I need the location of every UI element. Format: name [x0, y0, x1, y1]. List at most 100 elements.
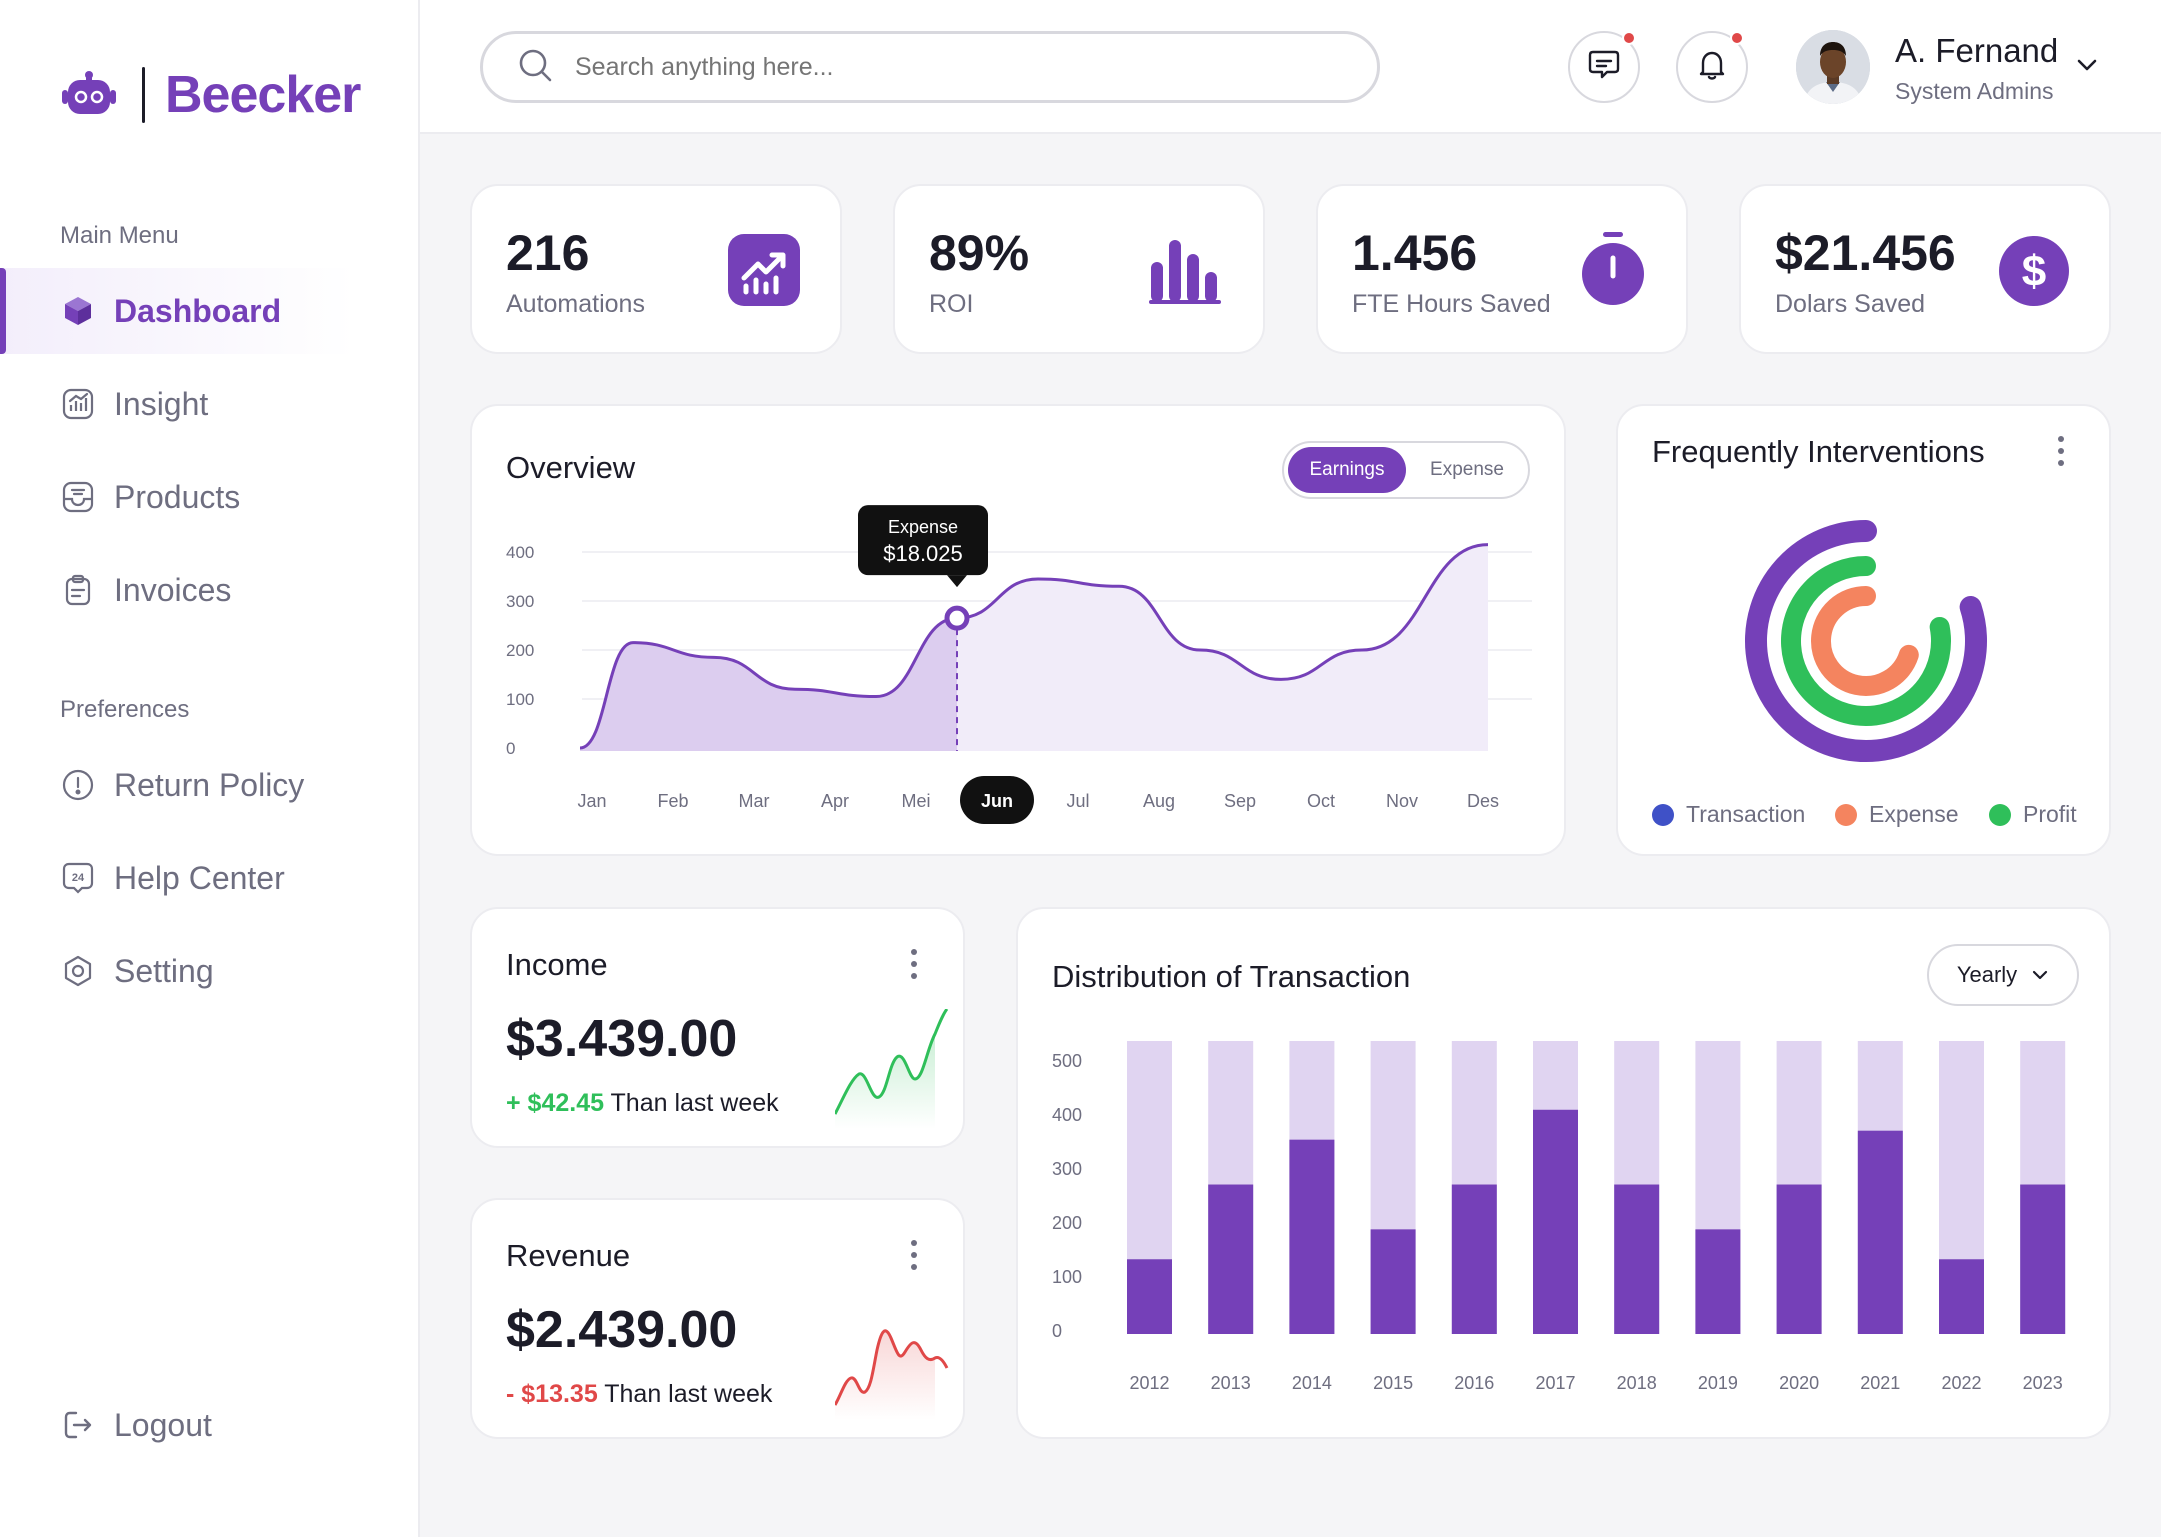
y-tick-label: 400 — [506, 543, 534, 562]
distribution-chart: 0 100 200 300 400 500 2012 2013 2014 2015 2016 2017… — [1052, 1041, 2066, 1393]
income-delta: + $42.45 Than last week — [506, 1089, 779, 1118]
y-tick-label: 0 — [1052, 1321, 1062, 1341]
bar — [1370, 1229, 1416, 1334]
y-tick-label: 200 — [1052, 1213, 1082, 1233]
stat-value: 1.456 — [1352, 225, 1478, 281]
x-tick-label: 2015 — [1373, 1373, 1413, 1393]
ring-profit — [1781, 556, 1951, 726]
bar — [1127, 1259, 1172, 1334]
clipboard-icon — [60, 572, 96, 608]
stat-card-automations[interactable]: 216 Automations — [470, 184, 842, 354]
legend-transaction: Transaction — [1652, 801, 1805, 828]
sidebar-item-setting[interactable]: Setting — [0, 928, 418, 1014]
highlight-point — [944, 605, 970, 631]
x-tick-label: Mei — [901, 791, 930, 811]
search-icon — [517, 47, 553, 88]
stat-value: $21.456 — [1775, 225, 1956, 281]
stat-card-dollars-saved[interactable]: $21.456 Dolars Saved $ — [1739, 184, 2111, 354]
gear-icon — [60, 953, 96, 989]
legend-expense: Expense — [1835, 801, 1959, 828]
x-tick-label: 2018 — [1617, 1373, 1657, 1393]
toggle-expense[interactable]: Expense — [1430, 459, 1504, 480]
top-bar: A. Fernand System Admins — [420, 0, 2161, 134]
bar — [1695, 1229, 1741, 1334]
x-tick-label: Jul — [1066, 791, 1089, 811]
logout-button[interactable]: Logout — [0, 1382, 418, 1468]
avatar[interactable] — [1796, 30, 1870, 104]
y-tick-label: 300 — [506, 592, 534, 611]
chevron-down-icon[interactable] — [2074, 52, 2100, 83]
income-delta-text: Than last week — [610, 1089, 779, 1117]
income-delta-value: + $42.45 — [506, 1089, 605, 1117]
x-tick-label: 2019 — [1698, 1373, 1738, 1393]
chevron-down-icon — [2031, 966, 2049, 984]
sidebar-item-label: Help Center — [114, 859, 285, 896]
period-select[interactable]: Yearly — [1927, 944, 2079, 1006]
income-card: Income $3.439.00 + $42.45 Than last week — [470, 907, 965, 1148]
search-input[interactable] — [575, 52, 1335, 82]
earnings-line — [579, 543, 1489, 750]
x-tick-label: 2014 — [1292, 1373, 1332, 1393]
income-menu-icon[interactable] — [909, 949, 919, 979]
legend-profit: Profit — [1989, 801, 2077, 828]
bar — [1776, 1184, 1822, 1334]
legend-label: Transaction — [1686, 801, 1806, 827]
revenue-delta: - $13.35 Than last week — [506, 1380, 772, 1409]
sidebar-item-invoices[interactable]: Invoices — [0, 547, 418, 633]
sidebar-item-dashboard[interactable]: Dashboard — [0, 268, 418, 354]
bar — [1857, 1130, 1903, 1334]
x-tick-label: Des — [1467, 791, 1499, 811]
interventions-card: Frequently Interventions Transaction Exp… — [1616, 404, 2111, 856]
income-sparkline — [835, 1009, 949, 1129]
bar — [2020, 1184, 2066, 1334]
earnings-expense-toggle: Earnings Expense — [1282, 441, 1530, 499]
stat-label: Dolars Saved — [1775, 290, 1926, 318]
bar — [1451, 1184, 1497, 1334]
y-tick-label: 400 — [1052, 1105, 1082, 1125]
x-tick-label: Oct — [1307, 791, 1335, 811]
x-tick-label: Sep — [1224, 791, 1256, 811]
notifications-button[interactable] — [1676, 31, 1748, 103]
sidebar-item-products[interactable]: Products — [0, 454, 418, 540]
radial-chart — [1745, 520, 1987, 762]
brand-name: Beecker — [165, 66, 361, 124]
sidebar-item-insight[interactable]: Insight — [0, 361, 418, 447]
legend-label: Expense — [1869, 801, 1959, 827]
stat-card-fte-hours[interactable]: 1.456 FTE Hours Saved — [1316, 184, 1688, 354]
stat-card-roi[interactable]: 89% ROI — [893, 184, 1265, 354]
revenue-amount: $2.439.00 — [506, 1301, 738, 1359]
sidebar-item-return-policy[interactable]: Return Policy — [0, 742, 418, 828]
chart-tooltip: Expense $18.025 — [858, 505, 988, 588]
x-tick-label: 2021 — [1860, 1373, 1900, 1393]
brand-logo[interactable]: Beecker — [60, 65, 361, 125]
y-tick-label: 500 — [1052, 1051, 1082, 1071]
revenue-menu-icon[interactable] — [909, 1240, 919, 1270]
bar — [1533, 1109, 1578, 1334]
y-tick-label: 300 — [1052, 1159, 1082, 1179]
interventions-menu-icon[interactable] — [2056, 436, 2066, 466]
tooltip-value: $18.025 — [883, 541, 963, 566]
bar — [1939, 1259, 1984, 1334]
messages-button[interactable] — [1568, 31, 1640, 103]
x-tick-label: Jan — [577, 791, 606, 811]
x-tick-label: 2013 — [1211, 1373, 1251, 1393]
support-24-icon: 24 — [60, 860, 96, 896]
sidebar: Beecker Main Menu Dashboard Insight Prod… — [0, 0, 420, 1537]
ring-expense — [1811, 586, 1919, 696]
bell-icon — [1695, 48, 1729, 87]
x-tick-label: 2016 — [1454, 1373, 1494, 1393]
toggle-earnings[interactable]: Earnings — [1288, 447, 1406, 493]
messages-notification-dot — [1622, 31, 1636, 45]
x-tick-highlight — [960, 776, 1034, 824]
x-tick-label: 2022 — [1941, 1373, 1981, 1393]
chat-icon — [1587, 48, 1621, 87]
search-box[interactable] — [480, 31, 1380, 103]
x-tick-label: 2012 — [1129, 1373, 1169, 1393]
cube-icon — [60, 293, 96, 329]
sidebar-item-help-center[interactable]: 24 Help Center — [0, 835, 418, 921]
y-tick-label: 100 — [1052, 1267, 1082, 1287]
revenue-delta-value: - $13.35 — [506, 1380, 598, 1408]
income-amount: $3.439.00 — [506, 1010, 738, 1068]
sidebar-item-label: Invoices — [114, 571, 232, 608]
x-tick-label: Aug — [1143, 791, 1175, 811]
